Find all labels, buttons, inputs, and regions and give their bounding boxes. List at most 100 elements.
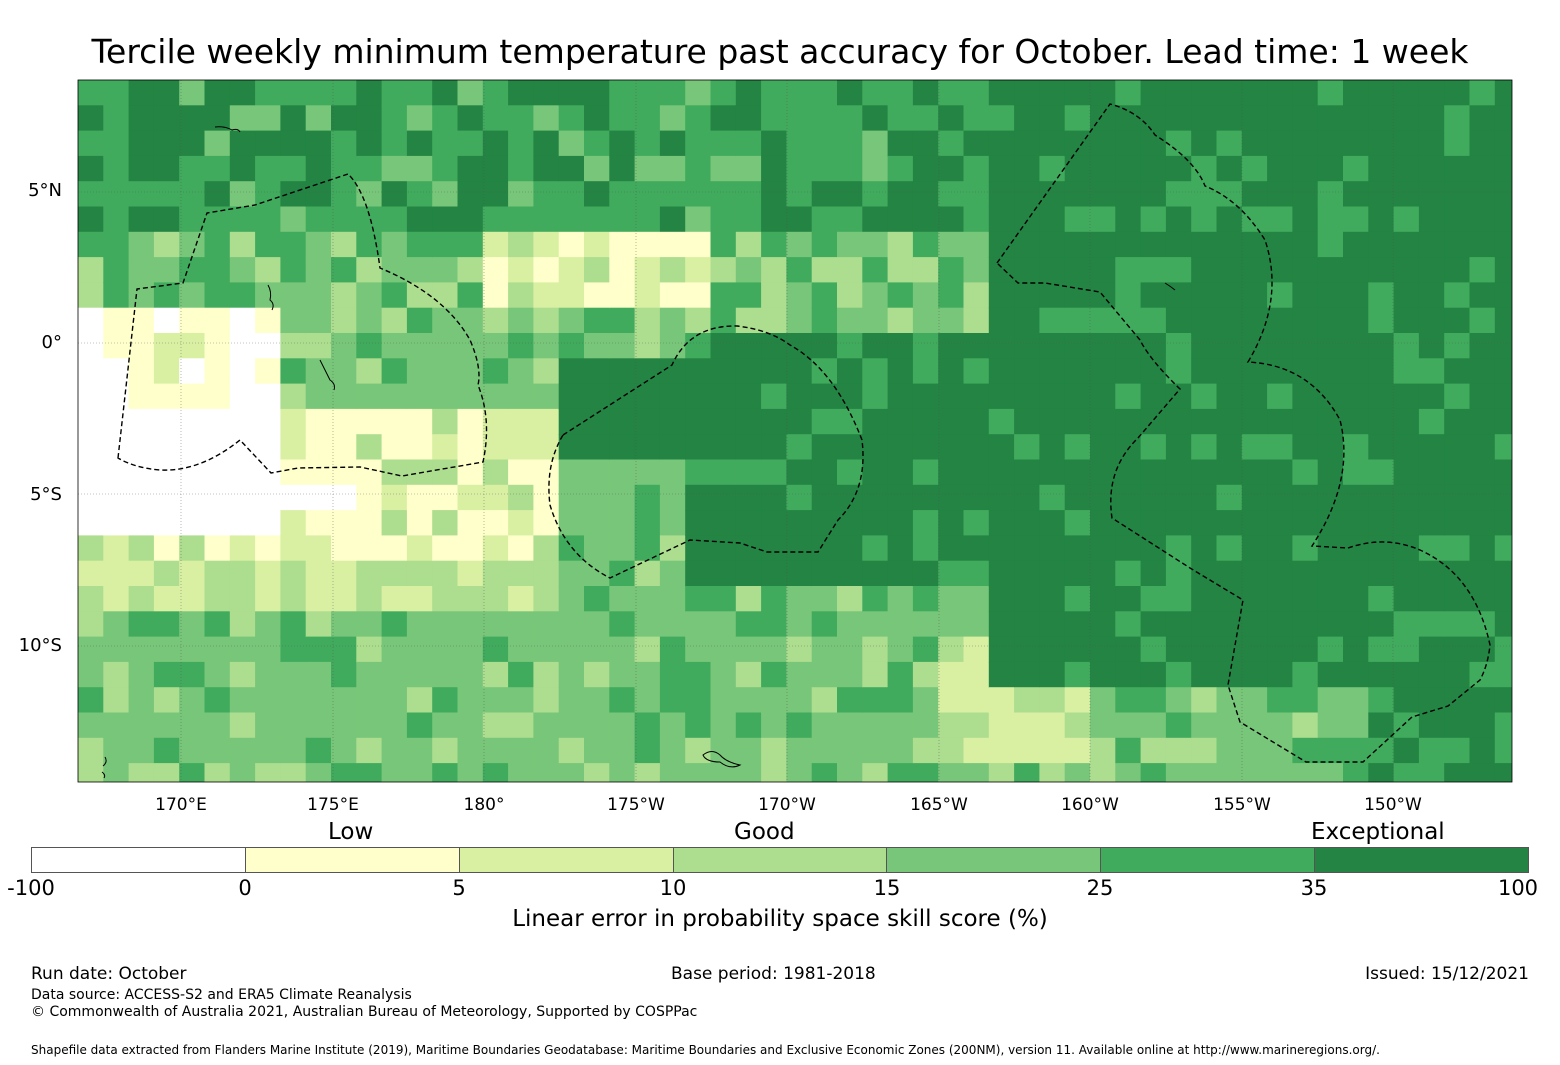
skill-cell [432, 763, 459, 782]
skill-cell [1140, 763, 1167, 782]
skill-cell [584, 712, 610, 739]
skill-cell [1317, 257, 1344, 283]
skill-cell [1039, 105, 1066, 132]
skill-cell [558, 434, 585, 461]
skill-cell [1064, 181, 1091, 208]
skill-cell [533, 434, 560, 461]
skill-cell [204, 155, 231, 182]
skill-cell [558, 181, 585, 208]
skill-cell [432, 206, 459, 233]
skill-cell [1216, 307, 1243, 334]
skill-cell [1115, 661, 1142, 688]
skill-cell [761, 257, 787, 283]
skill-cell [1494, 105, 1512, 132]
skill-cell [685, 712, 712, 739]
skill-cell [457, 737, 484, 764]
skill-cell [761, 80, 787, 106]
skill-cell [1216, 763, 1243, 782]
skill-cell [406, 484, 433, 511]
skill-cell [912, 484, 939, 511]
skill-cell [1393, 510, 1420, 536]
skill-cell [432, 257, 459, 283]
skill-cell [1014, 307, 1040, 334]
colorbar-segment [1101, 848, 1316, 872]
skill-cell [305, 560, 332, 587]
skill-cell [786, 383, 813, 410]
skill-cell [153, 510, 180, 536]
skill-cell [128, 358, 155, 385]
lon-label-150w: 150°W [1364, 795, 1422, 815]
skill-cell [1393, 181, 1420, 208]
skill-cell [78, 155, 104, 182]
skill-cell [179, 80, 206, 106]
skill-cell [938, 155, 965, 182]
skill-cell [406, 105, 433, 132]
skill-cell [305, 130, 332, 157]
skill-cell [1317, 510, 1344, 536]
skill-cell [381, 459, 408, 486]
skill-cell [685, 231, 712, 258]
skill-cell [1368, 484, 1395, 511]
skill-cell [1064, 611, 1091, 638]
skill-cell [963, 586, 990, 612]
skill-cell [381, 307, 408, 334]
skill-cell [457, 181, 484, 208]
skill-cell [811, 712, 838, 739]
skill-cell [1444, 408, 1471, 435]
skill-cell [204, 687, 231, 714]
skill-cell [786, 408, 813, 435]
skill-cell [229, 105, 256, 132]
skill-cell [584, 257, 610, 283]
skill-cell [685, 687, 712, 714]
skill-cell [457, 408, 484, 435]
skill-cell [1241, 408, 1268, 435]
skill-cell [204, 763, 231, 782]
skill-cell [1292, 282, 1319, 309]
skill-cell [457, 661, 484, 688]
skill-cell [1469, 510, 1496, 536]
skill-cell [659, 510, 686, 536]
skill-cell [1292, 333, 1319, 359]
skill-cell [103, 661, 130, 688]
skill-cell [179, 763, 206, 782]
skill-cell [1140, 636, 1167, 663]
colorbar-tick: 100 [1497, 876, 1539, 900]
skill-cell [1115, 231, 1142, 258]
skill-cell [457, 459, 484, 486]
skill-cell [1267, 333, 1293, 359]
skill-cell [1216, 257, 1243, 283]
skill-cell [1014, 510, 1040, 536]
skill-cell [1444, 358, 1471, 385]
skill-cell [128, 257, 155, 283]
skill-cell [482, 333, 509, 359]
skill-cell [685, 586, 712, 612]
skill-cell [1317, 586, 1344, 612]
skill-cell [634, 231, 661, 258]
skill-cell [710, 282, 737, 309]
skill-cell [1191, 586, 1218, 612]
skill-cell [1191, 510, 1218, 536]
skill-cell [685, 282, 712, 309]
skill-cell [988, 80, 1015, 106]
skill-cell [1343, 484, 1369, 511]
skill-cell [78, 636, 104, 663]
skill-cell [584, 130, 610, 157]
skill-cell [1368, 763, 1395, 782]
skill-cell [786, 80, 813, 106]
skill-cell [938, 687, 965, 714]
skill-cell [1444, 611, 1471, 638]
legend-category-exceptional: Exceptional [1311, 819, 1445, 845]
skill-cell [1090, 763, 1116, 782]
skill-cell [1115, 712, 1142, 739]
skill-cell [912, 636, 939, 663]
skill-cell [710, 661, 737, 688]
skill-cell [1165, 763, 1192, 782]
skill-cell [988, 105, 1015, 132]
skill-cell [710, 560, 737, 587]
skill-cell [1090, 358, 1116, 385]
skill-cell [1292, 181, 1319, 208]
skill-cell [786, 231, 813, 258]
skill-cell [78, 130, 104, 157]
skill-cell [103, 408, 130, 435]
skill-cell [280, 181, 307, 208]
